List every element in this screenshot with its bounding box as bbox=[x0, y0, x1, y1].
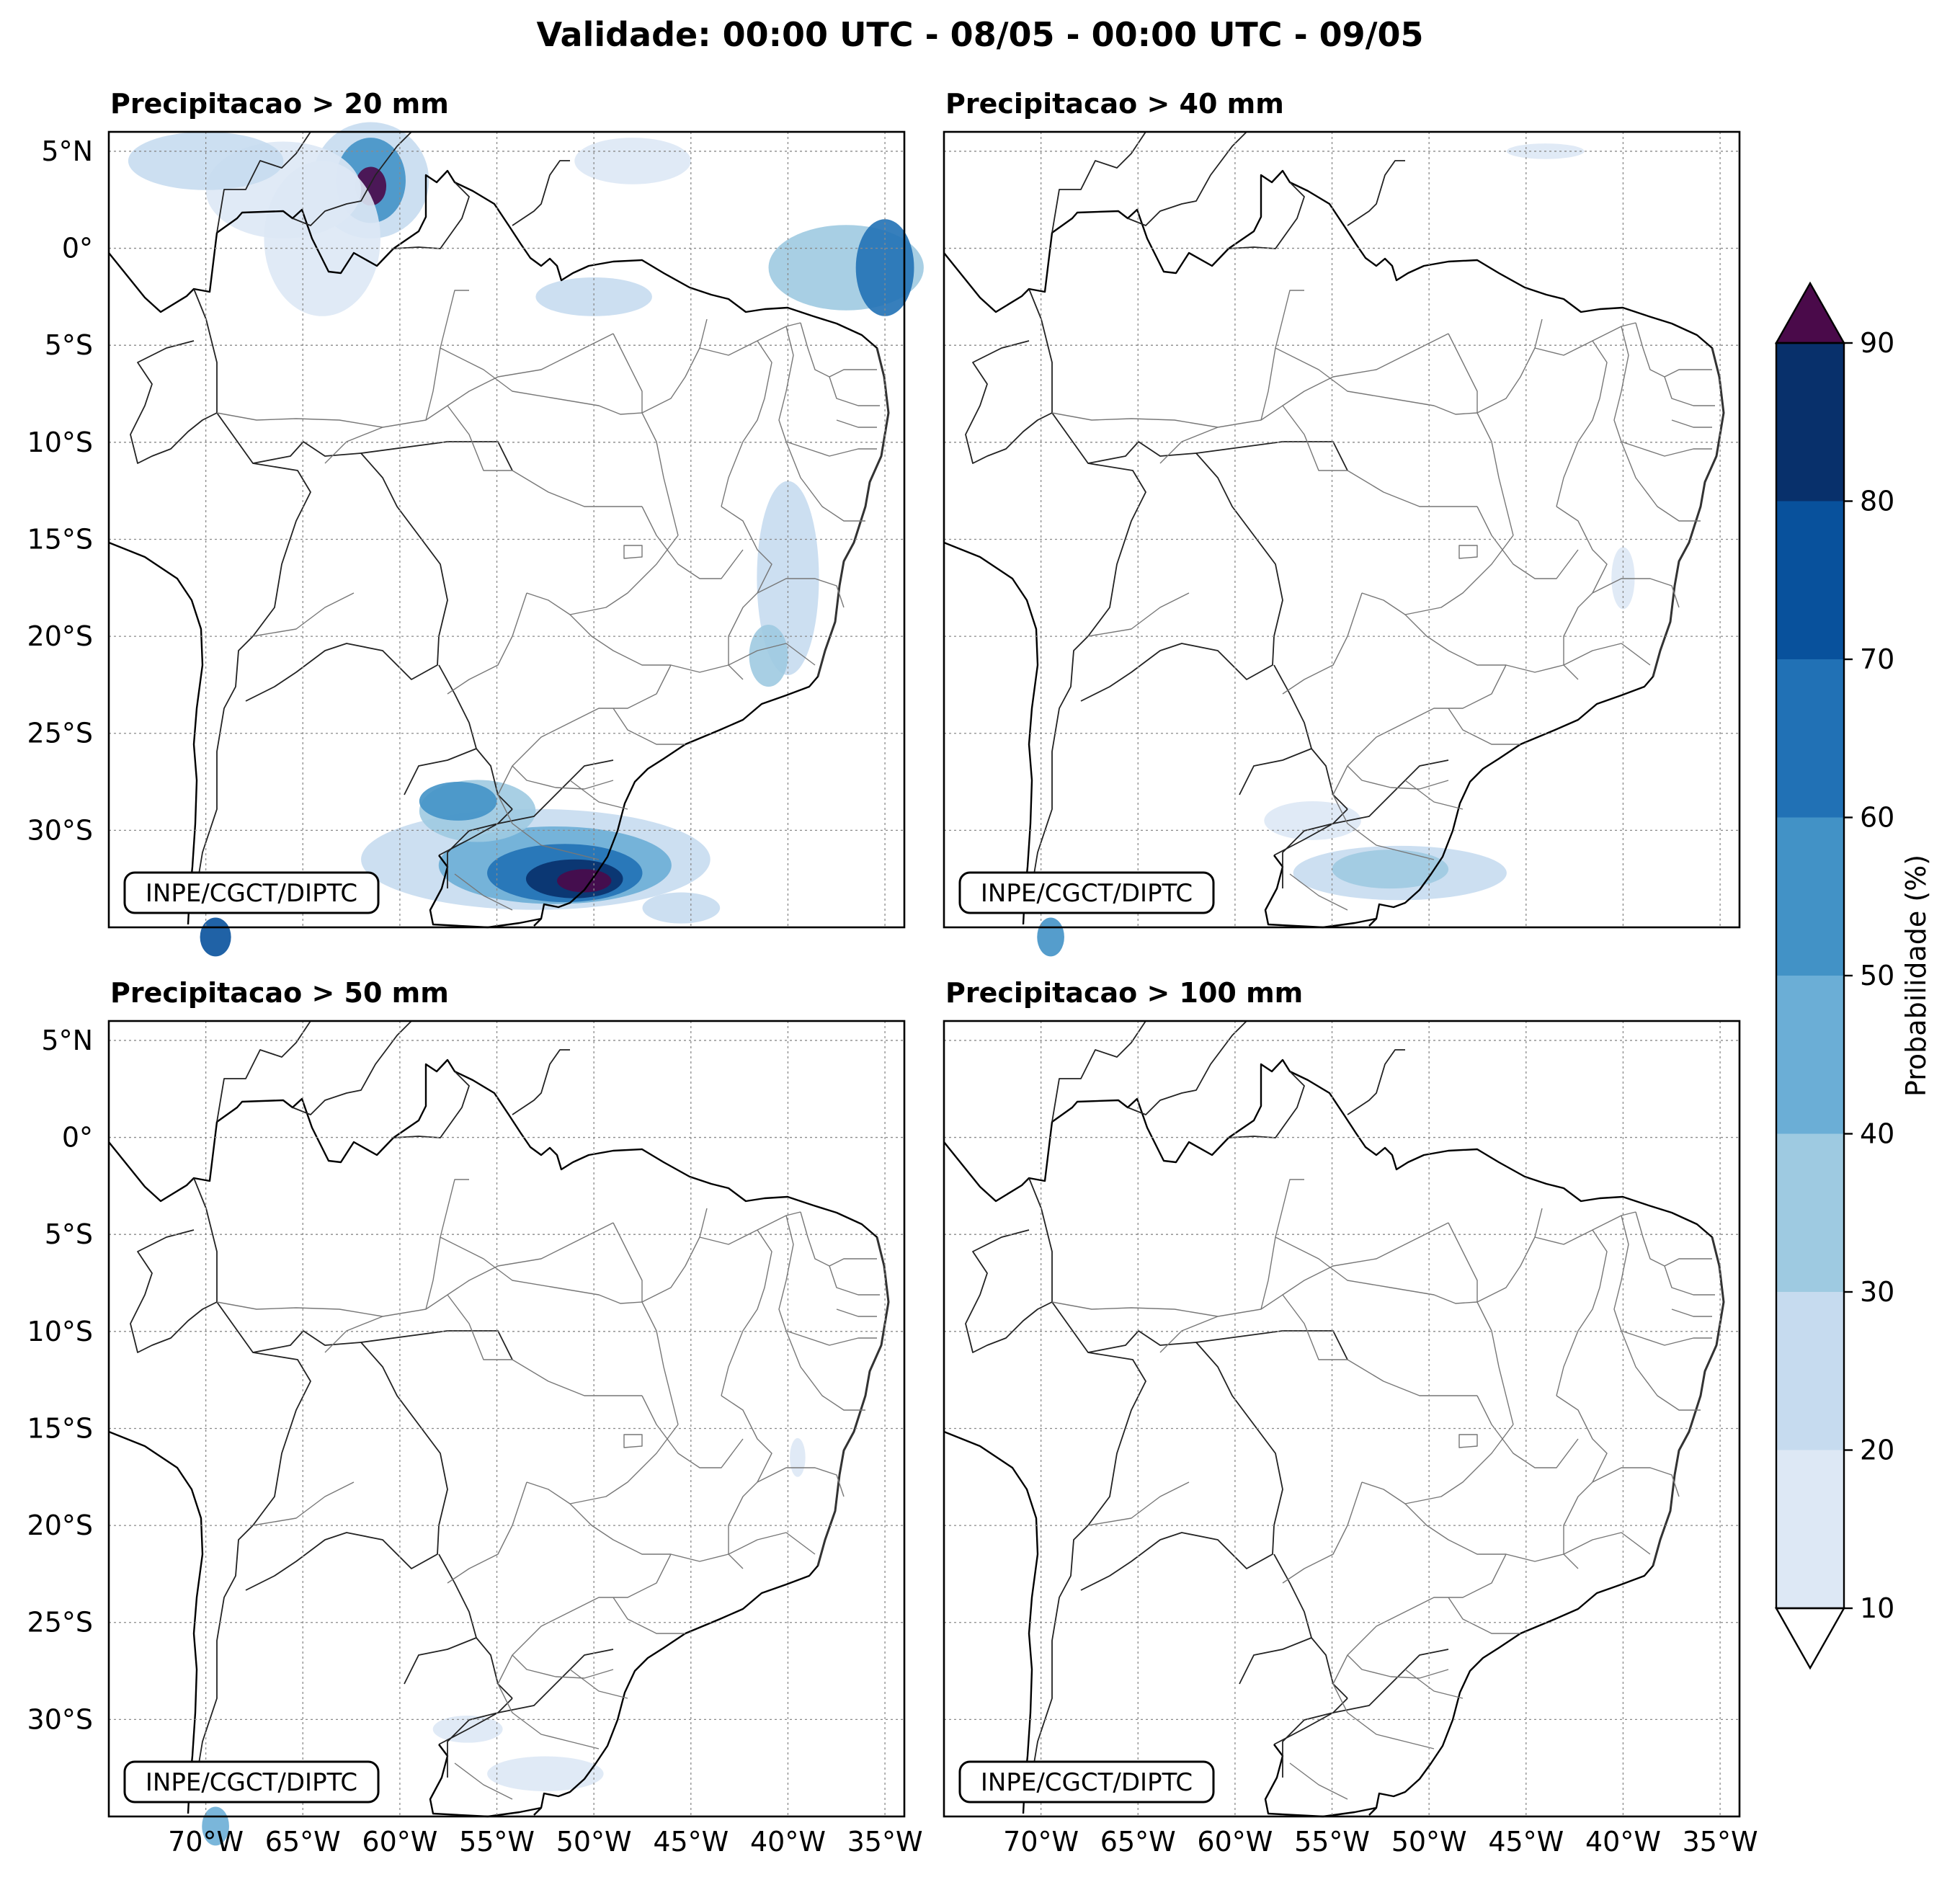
figure-title: Validade: 00:00 UTC - 08/05 - 00:00 UTC … bbox=[536, 15, 1423, 54]
panel-20mm: Precipitacao > 20 mm INPE/CGCT/DIPTC bbox=[107, 88, 924, 957]
tick-label: 30°S bbox=[27, 814, 93, 846]
colorbar: 10 20 30 40 50 60 70 80 90 Probabilidade (%) bbox=[1774, 281, 1932, 1670]
tick-label: 0° bbox=[62, 1122, 93, 1154]
colorbar-block bbox=[1776, 501, 1844, 659]
tick-label: 60°W bbox=[362, 1826, 437, 1858]
colorbar-block bbox=[1776, 659, 1844, 818]
tick-label: 45°W bbox=[653, 1826, 729, 1858]
graticule bbox=[109, 1021, 904, 1816]
colorbar-tick-label: 40 bbox=[1860, 1118, 1894, 1150]
tick-label: 65°W bbox=[1100, 1826, 1176, 1858]
tick-label: 0° bbox=[62, 233, 93, 264]
tick-label: 5°S bbox=[45, 329, 93, 361]
probability-field bbox=[128, 122, 924, 957]
colorbar-blocks bbox=[1776, 343, 1844, 1608]
colorbar-block bbox=[1776, 817, 1844, 976]
colorbar-tick-label: 10 bbox=[1860, 1592, 1894, 1624]
map-frame bbox=[107, 130, 906, 929]
colorbar-block bbox=[1776, 1133, 1844, 1292]
colorbar-under-triangle bbox=[1774, 1607, 1846, 1670]
tick-label: 5°S bbox=[45, 1218, 93, 1250]
tick-label: 10°S bbox=[27, 427, 93, 458]
colorbar-ticks: 10 20 30 40 50 60 70 80 90 bbox=[1844, 327, 1894, 1624]
colorbar-tick-label: 60 bbox=[1860, 802, 1894, 834]
credit-box: INPE/CGCT/DIPTC bbox=[123, 1760, 380, 1804]
colorbar-tick-label: 70 bbox=[1860, 643, 1894, 675]
credit-label: INPE/CGCT/DIPTC bbox=[981, 879, 1193, 908]
panel-title: Precipitacao > 20 mm bbox=[110, 88, 449, 120]
tick-label: 40°W bbox=[750, 1826, 826, 1858]
longitude-labels-left: 70°W 65°W 60°W 55°W 50°W 45°W 40°W 35°W bbox=[168, 1826, 922, 1858]
colorbar-block bbox=[1776, 343, 1844, 501]
colorbar-tick-label: 20 bbox=[1860, 1435, 1894, 1466]
map-frame bbox=[943, 130, 1741, 929]
tick-label: 5°N bbox=[41, 1025, 93, 1056]
colorbar-tick-label: 90 bbox=[1860, 327, 1894, 359]
tick-label: 55°W bbox=[1294, 1826, 1370, 1858]
credit-label: INPE/CGCT/DIPTC bbox=[146, 879, 357, 908]
panel-title: Precipitacao > 40 mm bbox=[945, 88, 1284, 120]
panel-title: Precipitacao > 100 mm bbox=[945, 977, 1303, 1009]
tick-label: 60°W bbox=[1197, 1826, 1273, 1858]
tick-label: 25°S bbox=[27, 718, 93, 749]
panel-40mm: Precipitacao > 40 mm INPE/CGCT/DIPTC bbox=[943, 88, 1741, 957]
colorbar-tick-label: 30 bbox=[1860, 1276, 1894, 1308]
tick-label: 70°W bbox=[1003, 1826, 1079, 1858]
tick-label: 70°W bbox=[168, 1826, 244, 1858]
credit-box: INPE/CGCT/DIPTC bbox=[123, 871, 380, 914]
credit-box: INPE/CGCT/DIPTC bbox=[958, 1760, 1215, 1804]
latitude-labels-top: 5°N 0° 5°S 10°S 15°S 20°S 25°S 30°S bbox=[27, 135, 93, 846]
colorbar-label: Probabilidade (%) bbox=[1900, 855, 1932, 1097]
longitude-labels-right: 70°W 65°W 60°W 55°W 50°W 45°W 40°W 35°W bbox=[1003, 1826, 1758, 1858]
tick-label: 5°N bbox=[41, 135, 93, 167]
credit-box: INPE/CGCT/DIPTC bbox=[958, 871, 1215, 914]
colorbar-block bbox=[1776, 976, 1844, 1134]
credit-label: INPE/CGCT/DIPTC bbox=[146, 1768, 357, 1797]
colorbar-block bbox=[1776, 1450, 1844, 1608]
tick-label: 15°S bbox=[27, 523, 93, 555]
map-frame bbox=[107, 1020, 906, 1818]
tick-label: 10°S bbox=[27, 1316, 93, 1347]
map-lines bbox=[943, 1020, 1725, 1818]
tick-label: 25°S bbox=[27, 1607, 93, 1639]
colorbar-over-triangle bbox=[1774, 281, 1846, 344]
panel-title: Precipitacao > 50 mm bbox=[110, 977, 449, 1009]
tick-label: 50°W bbox=[556, 1826, 632, 1858]
tick-label: 15°S bbox=[27, 1412, 93, 1444]
tick-label: 55°W bbox=[459, 1826, 535, 1858]
graticule bbox=[944, 132, 1740, 927]
graticule bbox=[109, 132, 904, 927]
tick-label: 40°W bbox=[1585, 1826, 1661, 1858]
panel-50mm: Precipitacao > 50 mm INPE/CGCT/DIPTC bbox=[107, 977, 906, 1846]
panel-100mm: Precipitacao > 100 mm INPE/CGCT/DIPTC bbox=[943, 977, 1741, 1818]
tick-label: 35°W bbox=[1683, 1826, 1758, 1858]
map-frame bbox=[943, 1020, 1741, 1818]
map-lines bbox=[107, 1020, 890, 1818]
probability-field bbox=[1037, 143, 1635, 957]
graticule bbox=[944, 1021, 1740, 1816]
tick-label: 45°W bbox=[1488, 1826, 1564, 1858]
colorbar-tick-label: 50 bbox=[1860, 960, 1894, 991]
tick-label: 30°S bbox=[27, 1703, 93, 1735]
tick-label: 20°S bbox=[27, 1510, 93, 1541]
tick-label: 65°W bbox=[265, 1826, 341, 1858]
latitude-labels-bottom: 5°N 0° 5°S 10°S 15°S 20°S 25°S 30°S bbox=[27, 1025, 93, 1735]
credit-label: INPE/CGCT/DIPTC bbox=[981, 1768, 1193, 1797]
tick-label: 20°S bbox=[27, 620, 93, 652]
colorbar-tick-label: 80 bbox=[1860, 486, 1894, 517]
tick-label: 35°W bbox=[847, 1826, 923, 1858]
colorbar-block bbox=[1776, 1292, 1844, 1450]
tick-label: 50°W bbox=[1391, 1826, 1467, 1858]
